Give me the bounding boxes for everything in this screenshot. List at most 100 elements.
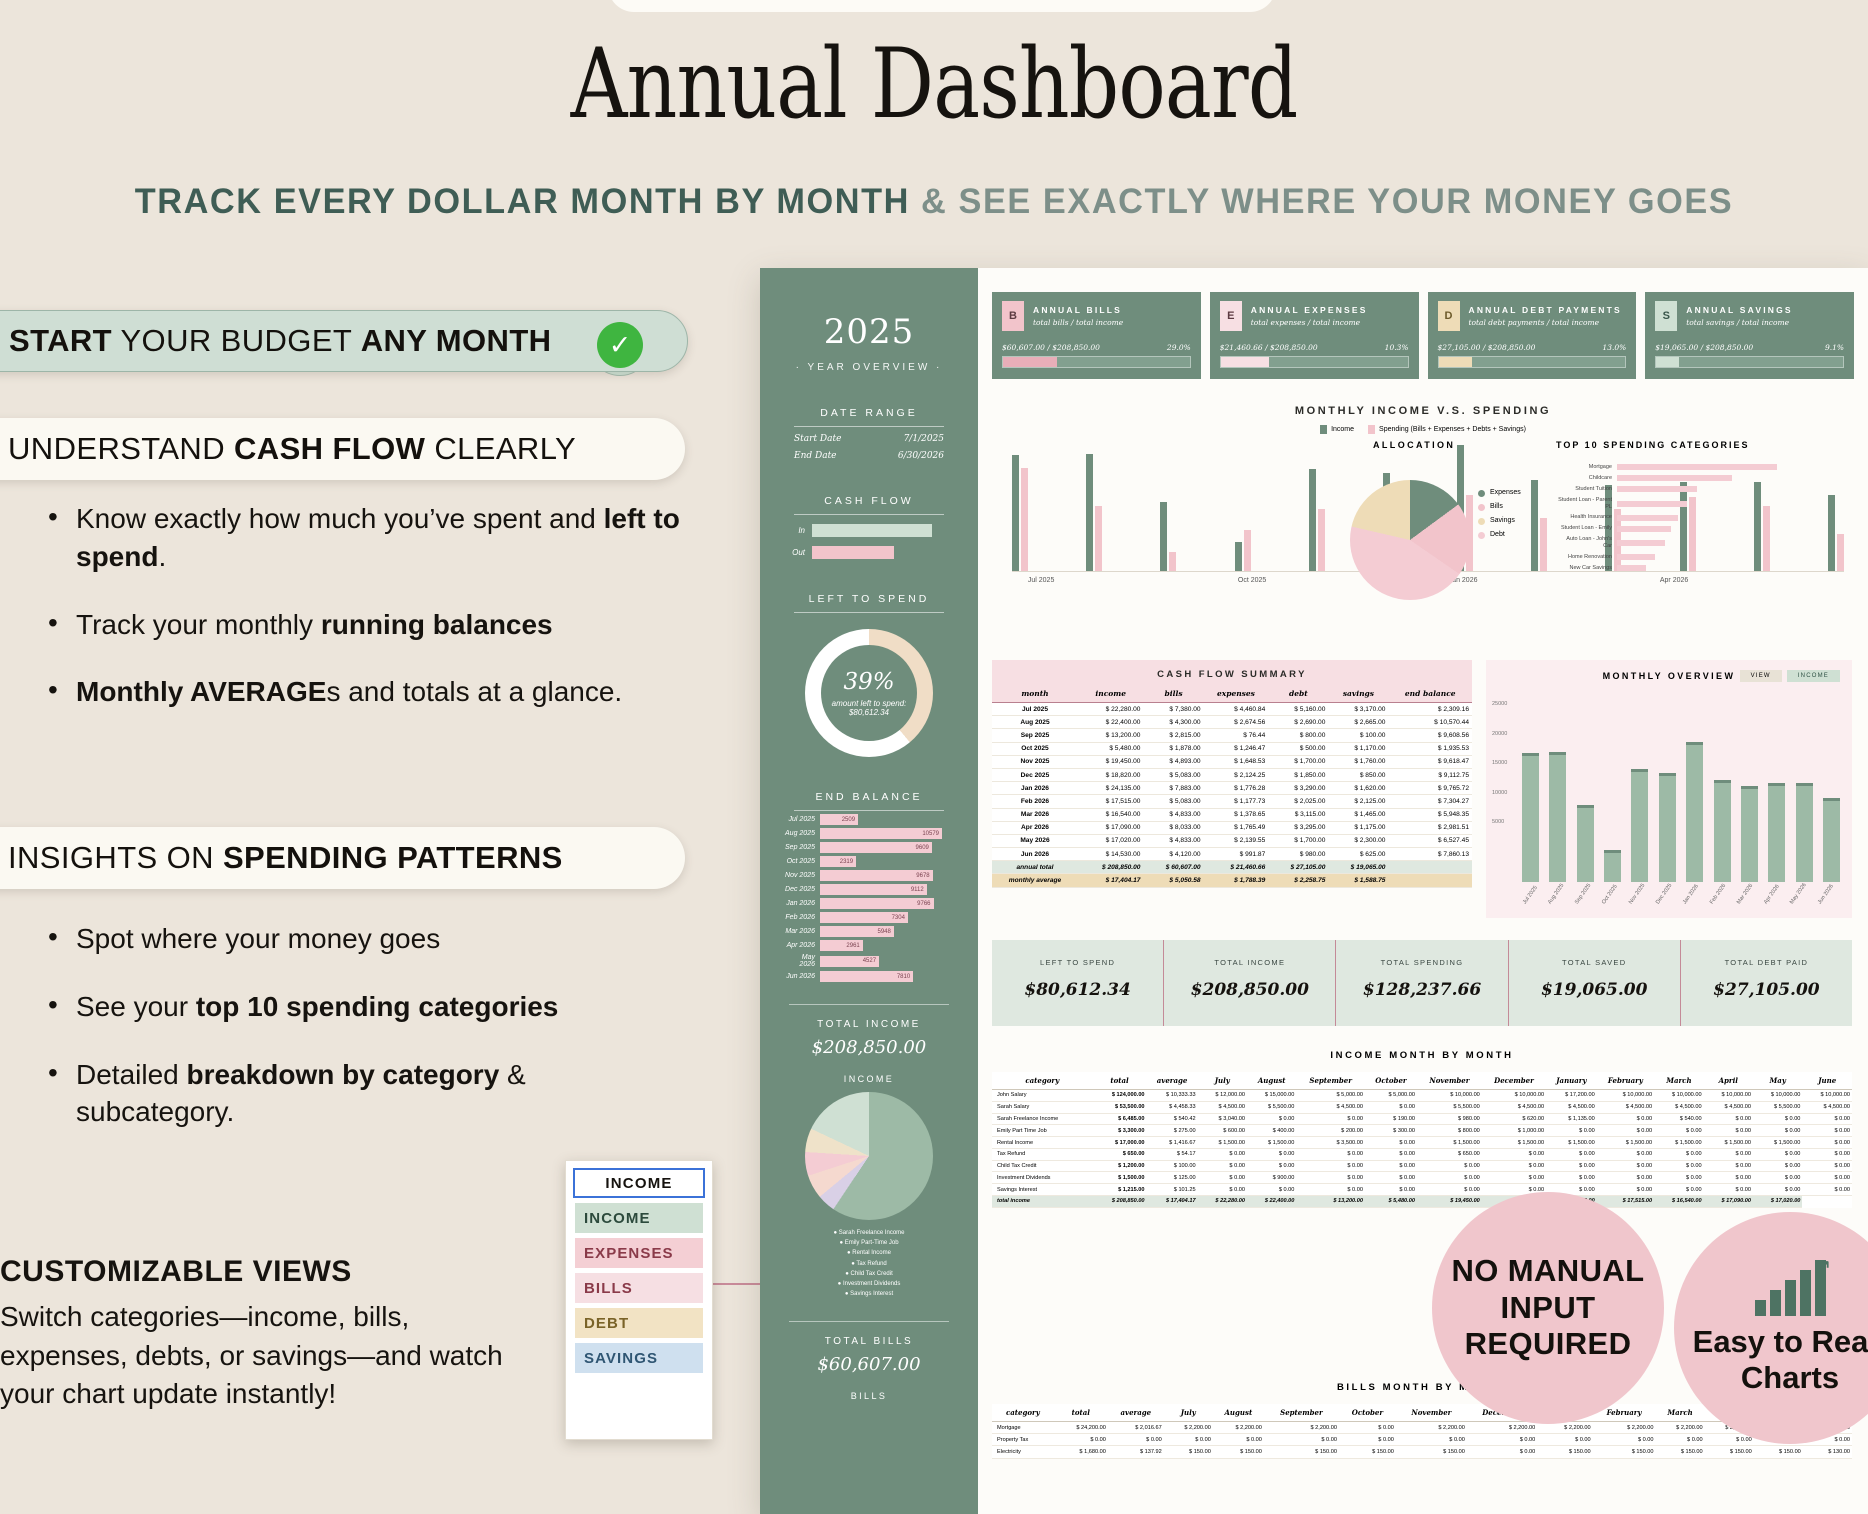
end-balance-bar: 2509 <box>820 814 859 825</box>
cfs-cell: $ 208,850.00 <box>1077 860 1144 875</box>
top10-row: Student Tuition <box>1556 486 1852 493</box>
start-date-label: Start Date <box>794 434 842 444</box>
left-to-spend-heading: LEFT TO SPEND <box>794 593 944 613</box>
top10-bar <box>1617 475 1733 482</box>
dropdown-option-expenses[interactable]: EXPENSES <box>575 1238 703 1268</box>
view-value[interactable]: INCOME <box>1786 670 1840 682</box>
dropdown-option-income[interactable]: INCOME <box>575 1203 703 1233</box>
cfs-cell: $ 1,700.00 <box>1268 834 1329 849</box>
cfs-cell: $ 17,020.00 <box>1077 834 1144 849</box>
kpi-subtitle: total bills / total income <box>1033 318 1124 327</box>
imbm-cell: $ 0.00 <box>1753 1183 1803 1197</box>
total-label: TOTAL INCOME <box>1214 958 1286 967</box>
dropdown-option-bills[interactable]: BILLS <box>575 1273 703 1303</box>
table-row: Aug 2025 $ 22,400.00 $ 4,300.00 $ 2,674.56 $… <box>992 715 1472 730</box>
imbm-cell: Savings Interest <box>992 1183 1093 1197</box>
x-tick-label: Dec 2025 <box>1655 882 1674 906</box>
table-row: Rental Income $ 17,000.00 $ 1,416.67 $ 1,50… <box>992 1136 1852 1149</box>
mo-bar <box>1549 752 1567 882</box>
cfs-cell: $ 4,893.00 <box>1143 755 1204 769</box>
imbm-cell: $ 208,850.00 <box>1092 1195 1147 1208</box>
imbm-cell: Investment Dividends <box>992 1171 1093 1185</box>
cfs-cell: $ 625.00 <box>1328 847 1389 862</box>
cfs-cell: $ 1,788.39 <box>1203 873 1269 888</box>
monthly-overview-view-toggle[interactable]: VIEW INCOME <box>1739 670 1840 682</box>
top10-bar <box>1617 565 1646 572</box>
kpi-percent: 29.0% <box>1166 343 1191 352</box>
imbm-cell: $ 1,500.00 <box>1703 1136 1753 1149</box>
pill-start-any-month: START YOUR BUDGET ANY MONTH <box>0 310 688 372</box>
imbm-cell: $ 0.00 <box>1197 1160 1247 1173</box>
end-balance-bars: Jul 2025 2509 Aug 2025 10579 Sep 2025 9609 Oct… <box>760 814 978 982</box>
table-row: Jan 2026 $ 24,135.00 $ 7,883.00 $ 1,776.28 $… <box>992 781 1472 796</box>
cfs-header-cell: debt <box>1268 685 1329 703</box>
bills-sub-label: BILLS <box>850 1391 888 1402</box>
imbm-cell: $ 1,215.00 <box>1092 1183 1147 1197</box>
imbm-cell: Rental Income <box>992 1136 1093 1149</box>
check-circle-icon: ✓ <box>597 322 643 368</box>
badge-easy-to-read-charts: ↗ Easy to Read Charts <box>1674 1212 1868 1444</box>
end-balance-month: Apr 2026 <box>786 942 815 949</box>
bmbm-header-cell: August <box>1212 1404 1264 1422</box>
cfs-cell: $ 3,115.00 <box>1268 808 1329 822</box>
bmbm-cell: $ 150.00 <box>1338 1445 1396 1459</box>
imbm-cell: $ 0.00 <box>1246 1148 1297 1161</box>
bmbm-header-cell: category <box>992 1404 1054 1422</box>
end-balance-row: Jan 2026 9766 <box>785 898 953 909</box>
total-income-value: $208,850.00 <box>811 1037 927 1058</box>
imbm-cell: $ 0.00 <box>1246 1113 1297 1126</box>
bar <box>1160 502 1168 571</box>
end-balance-row: Jul 2025 2509 <box>785 814 953 825</box>
imbm-cell: $ 0.00 <box>1364 1183 1417 1197</box>
bmbm-cell: $ 0.00 <box>1466 1445 1538 1459</box>
imbm-cell: $ 0.00 <box>1546 1160 1597 1173</box>
cfs-cell: $ 2,665.00 <box>1328 715 1389 730</box>
cfs-cell: $ 16,540.00 <box>1077 808 1144 822</box>
up-arrow-icon: ↗ <box>1813 1254 1832 1280</box>
bmbm-cell: $ 150.00 <box>1655 1445 1705 1459</box>
dropdown-option-savings[interactable]: SAVINGS <box>575 1343 703 1373</box>
cfs-cell: $ 17,404.17 <box>1077 873 1144 888</box>
imbm-cell: $ 0.00 <box>1546 1148 1597 1161</box>
imbm-cell: $ 3,040.00 <box>1197 1113 1247 1126</box>
imbm-cell: $ 15,000.00 <box>1246 1089 1297 1102</box>
category-dropdown[interactable]: INCOME INCOME EXPENSES BILLS DEBT SAVING… <box>565 1160 713 1440</box>
imbm-cell: $ 5,000.00 <box>1364 1089 1417 1102</box>
top10-row: Home Renovation <box>1556 554 1852 561</box>
imbm-cell: $ 17,090.00 <box>1703 1195 1753 1208</box>
kpi-progress-fill <box>1220 357 1270 367</box>
imbm-cell: $ 200.00 <box>1296 1124 1365 1138</box>
dropdown-selected-value[interactable]: INCOME <box>573 1168 705 1198</box>
allocation-legend-item: Debt <box>1478 528 1521 542</box>
imbm-cell: $ 0.00 <box>1703 1113 1753 1126</box>
bar <box>1012 454 1019 571</box>
end-balance-bar: 5948 <box>820 926 894 937</box>
dropdown-option-debt[interactable]: DEBT <box>575 1308 703 1338</box>
cfs-cell: $ 21,460.66 <box>1203 860 1269 875</box>
bmbm-cell: $ 0.00 <box>1704 1433 1754 1447</box>
imbm-cell: $ 1,000.00 <box>1481 1124 1547 1138</box>
cfs-header-cell: bills <box>1143 685 1204 703</box>
legend-label: Bills <box>1490 503 1503 510</box>
end-balance-bar: 9609 <box>820 842 932 853</box>
imbm-cell: $ 0.00 <box>1654 1183 1704 1197</box>
pill-start-a: START <box>9 323 113 358</box>
totals-strip: LEFT TO SPEND $80,612.34 TOTAL INCOME $208,… <box>992 940 1852 1026</box>
kpi-badge-icon: B <box>1002 301 1024 331</box>
imbm-cell: $ 17,404.17 <box>1146 1195 1198 1208</box>
monthly-overview-panel: MONTHLY OVERVIEW VIEW INCOME 25000 20000 1… <box>1486 660 1852 918</box>
bmbm-cell: $ 0.00 <box>1163 1433 1213 1447</box>
table-row: Tax Refund $ 650.00 $ 54.17 $ 0.00 $ 0.00 $ 0… <box>992 1148 1852 1161</box>
x-tick-label <box>1715 577 1773 584</box>
kpi-percent: 10.3% <box>1384 343 1409 352</box>
list-item: Detailed breakdown by category & subcate… <box>42 1054 682 1132</box>
imbm-cell: $ 17,000.00 <box>1092 1136 1147 1149</box>
kpi-progress-track <box>1002 356 1191 368</box>
cfs-cell: $ 4,833.00 <box>1143 834 1204 849</box>
kpi-badge-icon: S <box>1655 301 1678 331</box>
imbm-cell: $ 0.00 <box>1596 1148 1655 1161</box>
dashboard-main: B ANNUAL BILLS total bills / total income $… <box>978 268 1868 1514</box>
imbm-header-cell: June <box>1802 1072 1852 1090</box>
income-legend-item: ● Rental Income <box>847 1250 891 1257</box>
y-tick-label: 5000 <box>1492 819 1505 825</box>
